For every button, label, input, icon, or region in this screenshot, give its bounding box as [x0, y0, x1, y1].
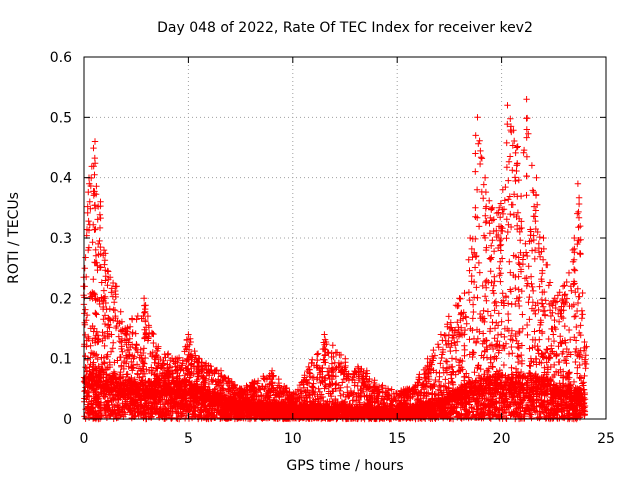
y-tick-label: 0	[63, 412, 72, 428]
y-tick-label: 0.3	[50, 231, 72, 247]
chart-title: Day 048 of 2022, Rate Of TEC Index for r…	[157, 20, 533, 36]
y-tick-label: 0.4	[50, 171, 72, 187]
y-tick-label: 0.2	[50, 291, 72, 307]
x-tick-label: 0	[80, 431, 89, 447]
x-tick-label: 15	[388, 431, 406, 447]
grid-lines	[84, 57, 606, 419]
roti-series-points	[80, 96, 590, 423]
x-tick-label: 10	[284, 431, 302, 447]
x-axis-label: GPS time / hours	[286, 458, 403, 474]
y-tick-label: 0.5	[50, 110, 72, 126]
y-axis-label: ROTI / TECUs	[6, 192, 22, 284]
y-tick-label: 0.6	[50, 50, 72, 66]
data-points	[80, 96, 590, 423]
x-tick-label: 25	[597, 431, 615, 447]
x-tick-label: 5	[184, 431, 193, 447]
x-tick-label: 20	[493, 431, 511, 447]
y-tick-label: 0.1	[50, 352, 72, 368]
axis-ticks: 0 5 10 15 20 25 0 0.1 0.2 0.3 0.4 0.5 0.6	[50, 50, 615, 447]
